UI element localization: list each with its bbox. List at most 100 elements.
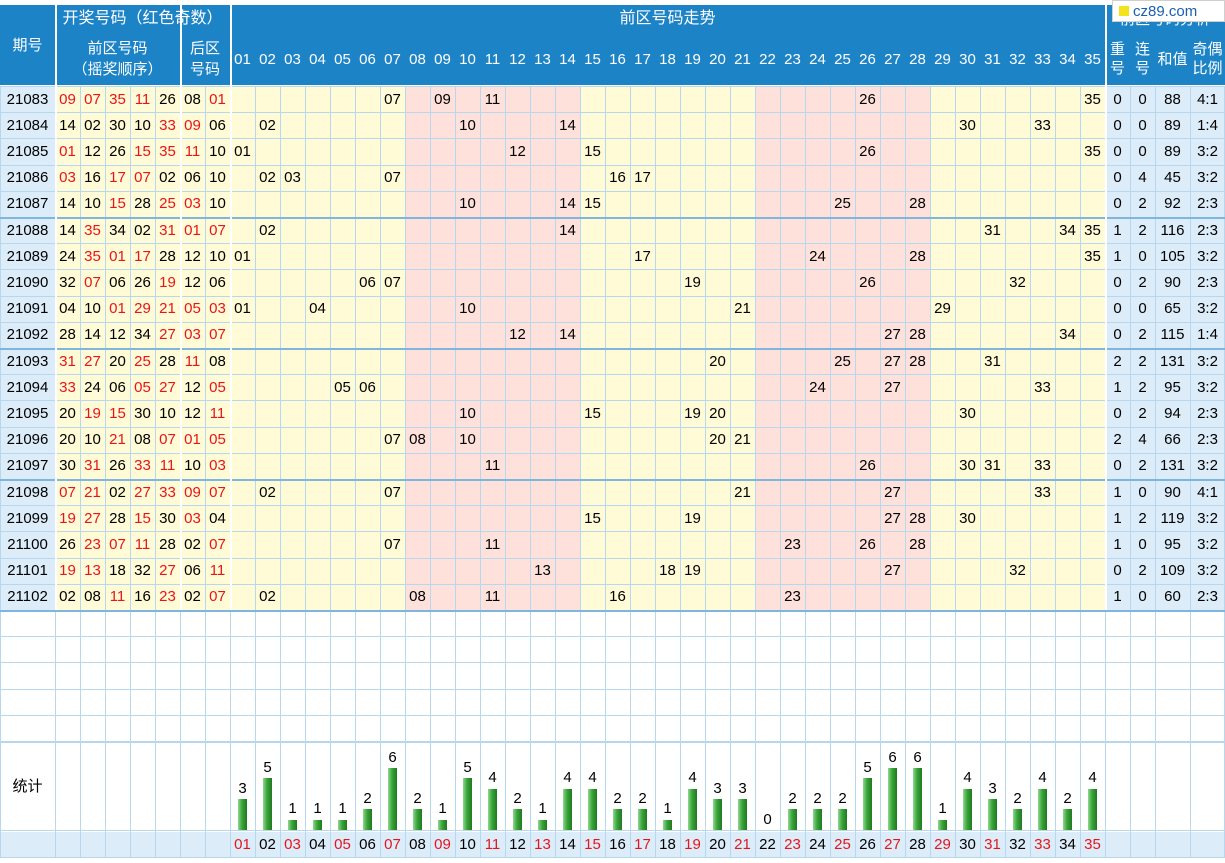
- trend-hit: 19: [684, 562, 701, 580]
- front-number: 30: [109, 116, 126, 134]
- repeat-cell: 1: [1113, 509, 1122, 527]
- consec-cell: 2: [1138, 195, 1147, 213]
- grid-hline: [0, 86, 1225, 87]
- trend-hit: 10: [459, 116, 476, 134]
- issue-cell: 21096: [6, 431, 49, 449]
- trend-hit: 07: [384, 483, 401, 501]
- repeat-cell: 0: [1113, 300, 1122, 318]
- count-bar: [588, 788, 597, 830]
- trend-hit: 07: [384, 273, 401, 291]
- back-number: 08: [209, 352, 226, 370]
- back-number: 09: [184, 483, 201, 501]
- count-bar: [688, 788, 697, 830]
- count-label: 2: [513, 790, 522, 807]
- trend-hit: 12: [509, 142, 526, 160]
- back-number: 07: [209, 326, 226, 344]
- count-bar: [963, 788, 972, 830]
- back-number: 03: [209, 457, 226, 475]
- issue-cell: 21094: [6, 378, 49, 396]
- back-number: 08: [184, 90, 201, 108]
- trend-hit: 27: [884, 483, 901, 501]
- front-number: 15: [109, 195, 126, 213]
- front-number: 26: [109, 457, 126, 475]
- issue-cell: 21099: [6, 509, 49, 527]
- sum-cell: 119: [1160, 509, 1185, 527]
- trend-hit: 35: [1084, 142, 1101, 160]
- back-number: 06: [209, 273, 226, 291]
- trend-hit: 35: [1084, 90, 1101, 108]
- count-label: 2: [788, 790, 797, 807]
- count-label: 1: [438, 800, 447, 817]
- grid-vline: [830, 86, 831, 857]
- front-number: 35: [84, 247, 101, 265]
- trend-hit: 24: [809, 378, 826, 396]
- count-bar: [288, 819, 297, 830]
- front-number: 07: [159, 431, 176, 449]
- count-label: 1: [288, 800, 297, 817]
- number-col-header: 13: [530, 33, 555, 85]
- front-number: 21: [84, 483, 101, 501]
- site-watermark[interactable]: cz89.com: [1112, 0, 1225, 22]
- grid-vline: [1190, 86, 1191, 857]
- issue-cell: 21102: [7, 588, 48, 606]
- stat-number-label: 34: [1059, 836, 1076, 853]
- grid-vline: [530, 86, 531, 857]
- back-number: 02: [184, 588, 201, 606]
- consec-cell: 0: [1138, 300, 1147, 318]
- front-number: 24: [84, 378, 101, 396]
- front-number: 26: [134, 273, 151, 291]
- grid-hline: [0, 243, 1225, 245]
- consec-cell: 2: [1138, 509, 1147, 527]
- back-number: 12: [184, 273, 201, 291]
- stat-number-label: 29: [934, 836, 951, 853]
- sum-cell: 90: [1164, 273, 1181, 291]
- number-col-header: 18: [655, 33, 680, 85]
- count-bar: [738, 799, 747, 830]
- stat-number-label: 20: [709, 836, 726, 853]
- issue-cell: 21088: [6, 221, 49, 239]
- issue-cell: 21092: [6, 326, 49, 344]
- stat-number-label: 18: [659, 836, 676, 853]
- grid-vline: [580, 86, 581, 857]
- front-number: 07: [59, 483, 76, 501]
- repeat-cell: 1: [1113, 483, 1122, 501]
- consec-cell: 0: [1138, 116, 1147, 134]
- grid-vline: [705, 86, 706, 857]
- back-number: 11: [184, 142, 201, 160]
- trend-hit: 19: [684, 404, 701, 422]
- number-col-header: 31: [980, 33, 1005, 85]
- trend-hit: 17: [634, 169, 651, 187]
- number-col-header: 12: [505, 33, 530, 85]
- trend-hit: 07: [384, 169, 401, 187]
- consec-cell: 2: [1138, 404, 1147, 422]
- consec-cell: 0: [1138, 483, 1147, 501]
- trend-hit: 03: [284, 169, 301, 187]
- count-bar: [263, 778, 272, 830]
- front-number: 14: [59, 221, 76, 239]
- grid-vline: [655, 86, 656, 857]
- back-number: 12: [184, 247, 201, 265]
- front-number: 19: [59, 562, 76, 580]
- stat-number-label: 11: [484, 836, 501, 853]
- back-number: 03: [209, 300, 226, 318]
- number-col-header: 07: [380, 33, 405, 85]
- trend-hit: 31: [984, 457, 1001, 475]
- stat-number-label: 22: [759, 836, 776, 853]
- repeat-header-line2: 号: [1109, 60, 1125, 77]
- trend-hit: 15: [584, 509, 601, 527]
- stat-number-label: 17: [634, 836, 651, 853]
- trend-hit: 32: [1009, 562, 1026, 580]
- consec-cell: 2: [1138, 326, 1147, 344]
- trend-hit: 21: [734, 431, 751, 449]
- back-number: 09: [184, 116, 201, 134]
- front-number: 10: [134, 116, 151, 134]
- count-label: 3: [713, 780, 722, 796]
- front-number: 07: [84, 273, 101, 291]
- trend-hit: 11: [484, 457, 501, 475]
- back-number: 07: [209, 588, 226, 606]
- grid-hline: [0, 374, 1225, 376]
- grid-vline: [780, 86, 781, 857]
- sum-header: 和值: [1155, 33, 1190, 85]
- trend-hit: 30: [959, 509, 976, 527]
- repeat-cell: 1: [1113, 588, 1122, 606]
